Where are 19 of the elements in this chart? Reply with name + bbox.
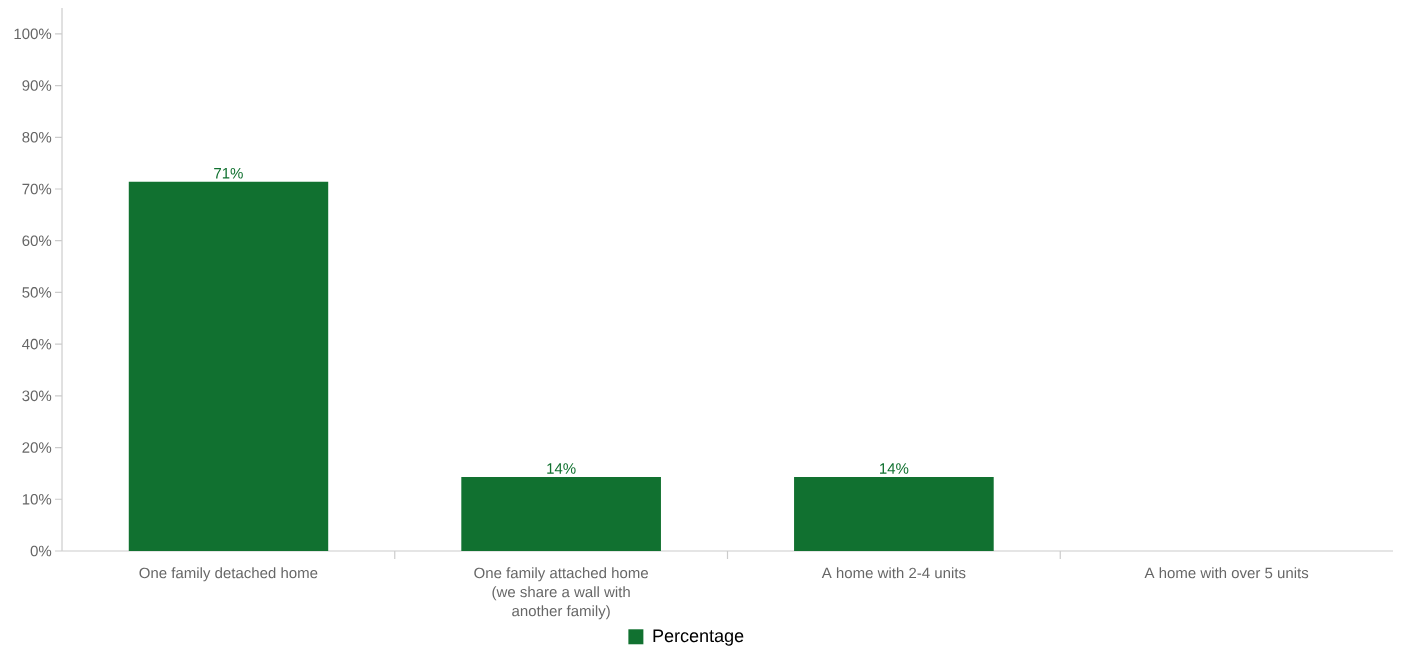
- data-label: 71%: [214, 168, 243, 179]
- y-tick-label: 90%: [22, 80, 52, 91]
- y-tick-label: 100%: [14, 28, 52, 40]
- y-tick-label: 70%: [22, 183, 52, 195]
- y-tick-label: 60%: [22, 235, 52, 247]
- data-label: 14%: [547, 463, 576, 474]
- x-tick-label: One family detached home: [139, 567, 318, 582]
- x-tick-label: A home with over 5 units: [1144, 567, 1309, 579]
- y-tick-label: 50%: [22, 287, 52, 298]
- y-tick-label: 40%: [22, 338, 52, 350]
- data-label: 14%: [880, 463, 909, 474]
- legend-label: Percentage: [653, 629, 744, 646]
- x-tick-label: A home with 2-4 units: [821, 567, 966, 579]
- y-tick-label: 0%: [30, 545, 52, 557]
- y-tick-label: 80%: [22, 131, 52, 143]
- x-tick-label: One family attached home (we share a wall with another family): [474, 567, 648, 620]
- y-tick-label: 30%: [22, 390, 52, 402]
- y-tick-label: 20%: [22, 442, 52, 453]
- y-tick-label: 10%: [22, 493, 52, 505]
